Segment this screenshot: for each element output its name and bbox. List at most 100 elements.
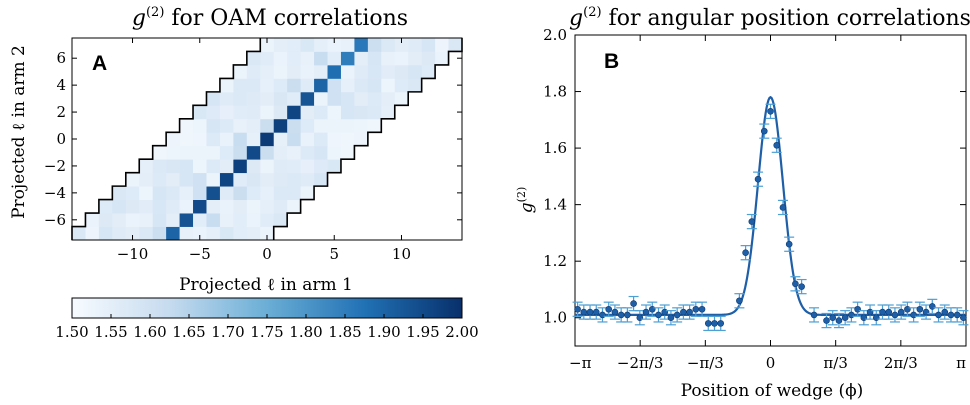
heatmap-cell xyxy=(219,159,234,174)
heatmap-cell xyxy=(219,78,234,93)
colorbar-tick-label: 1.70 xyxy=(211,323,244,341)
heatmap-cell xyxy=(354,91,369,106)
heatmap-cell xyxy=(219,186,234,200)
heatmap-cell xyxy=(233,172,248,187)
heatmap-cell xyxy=(300,64,315,79)
heatmap-cells xyxy=(72,38,463,241)
heatmap-cell xyxy=(327,118,342,133)
data-point xyxy=(641,304,652,320)
heatmap-cell xyxy=(139,186,154,200)
heatmap-cell xyxy=(340,64,355,79)
data-point xyxy=(653,307,664,323)
heatmap-cell xyxy=(381,91,396,106)
heatmap-cell xyxy=(435,51,449,66)
heatmap-title: g(2) for OAM correlations xyxy=(132,5,408,31)
heatmap-cell xyxy=(314,91,328,106)
heatmap-cell xyxy=(179,159,194,174)
heatmap-cell xyxy=(193,199,207,214)
heatmap-cell xyxy=(260,226,275,241)
colorbar-tick-label: 1.60 xyxy=(133,323,166,341)
heatmap-cell xyxy=(287,172,302,187)
heatmap-xlabel: Projected ℓ in arm 1 xyxy=(179,275,353,295)
heatmap-cell xyxy=(246,105,261,120)
y-tick-label: −2 xyxy=(44,157,66,175)
heatmap-cell xyxy=(112,213,127,227)
panel-b-label: B xyxy=(604,50,619,73)
heatmap-cell xyxy=(206,199,221,214)
heatmap-cell xyxy=(152,172,167,187)
heatmap-cell xyxy=(179,172,194,187)
heatmap-cell xyxy=(206,213,221,227)
y-tick-label: 1.2 xyxy=(543,252,567,270)
heatmap-cell xyxy=(246,159,261,174)
heatmap-cell xyxy=(233,145,248,160)
heatmap-cell xyxy=(273,199,288,214)
heatmap-cell xyxy=(340,91,355,106)
heatmap-cell xyxy=(112,226,127,241)
data-point xyxy=(572,301,583,317)
heatmap-cell xyxy=(273,159,288,174)
gaussian-fit-line xyxy=(575,95,966,316)
x-tick-label: −π xyxy=(569,354,592,372)
heatmap-cell xyxy=(152,226,167,241)
data-point xyxy=(933,307,944,323)
colorbar-tick-label: 1.85 xyxy=(328,323,361,341)
heatmap-cell xyxy=(206,145,221,160)
data-point xyxy=(777,199,788,216)
heatmap-cell xyxy=(287,78,302,93)
heatmap-cell xyxy=(287,118,302,133)
heatmap-cell xyxy=(193,159,207,174)
y-tick-label: 6 xyxy=(56,49,66,67)
heatmap-cell xyxy=(300,145,315,160)
data-point xyxy=(591,304,602,320)
data-point xyxy=(740,245,751,261)
heatmap-cell xyxy=(367,91,382,106)
data-point xyxy=(665,310,676,326)
heatmap-cell xyxy=(219,132,234,147)
heatmap-cell xyxy=(219,105,234,120)
heatmap-cell xyxy=(354,105,369,120)
heatmap-cell xyxy=(206,91,221,106)
heatmap-cell xyxy=(260,132,275,147)
heatmap-cell xyxy=(354,132,369,147)
heatmap-cell xyxy=(193,145,207,160)
data-point xyxy=(759,123,770,139)
heatmap-cell xyxy=(367,78,382,93)
heatmap-cell xyxy=(233,132,248,147)
heatmap-cell xyxy=(246,226,261,241)
x-tick-label: 5 xyxy=(329,245,339,263)
heatmap-cell xyxy=(139,159,154,174)
y-tick-label: 1.4 xyxy=(543,196,567,214)
heatmap-cell xyxy=(314,172,328,187)
heatmap-cell xyxy=(166,186,180,200)
heatmap-cell xyxy=(193,226,207,241)
colorbar-tick-label: 1.95 xyxy=(406,323,439,341)
heatmap-cell xyxy=(233,105,248,120)
heatmap-cell xyxy=(273,51,288,66)
heatmap-cell xyxy=(354,51,369,66)
data-point xyxy=(914,301,925,317)
heatmap-cell xyxy=(260,51,275,66)
heatmap-cell xyxy=(367,105,382,120)
heatmap-cell xyxy=(314,38,328,52)
heatmap-cell xyxy=(314,105,328,120)
heatmap-cell xyxy=(340,78,355,93)
data-point xyxy=(827,310,838,326)
heatmap-cell xyxy=(340,132,355,147)
data-points xyxy=(572,103,969,332)
heatmap-cell xyxy=(112,186,127,200)
y-tick-label: −6 xyxy=(44,211,66,229)
x-tick-label: −5 xyxy=(189,245,211,263)
data-point xyxy=(771,137,782,153)
heatmap-cell xyxy=(206,118,221,133)
heatmap-cell xyxy=(125,226,140,241)
heatmap-cell xyxy=(273,64,288,79)
band-boundary xyxy=(71,38,463,240)
heatmap-cell xyxy=(394,51,409,66)
heatmap-cell xyxy=(166,213,180,227)
y-tick-label: 4 xyxy=(56,76,66,94)
heatmap-cell xyxy=(206,226,221,241)
colorbar-tick-label: 1.50 xyxy=(55,323,88,341)
heatmap-cell xyxy=(98,199,113,214)
heatmap-cell xyxy=(394,78,409,93)
